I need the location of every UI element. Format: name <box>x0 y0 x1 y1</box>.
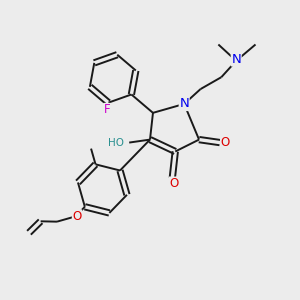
Text: O: O <box>169 177 178 190</box>
Text: N: N <box>231 53 241 66</box>
Text: O: O <box>72 210 82 223</box>
Text: F: F <box>104 103 110 116</box>
Text: N: N <box>179 98 189 110</box>
Text: O: O <box>220 136 230 149</box>
Text: HO: HO <box>108 138 124 148</box>
